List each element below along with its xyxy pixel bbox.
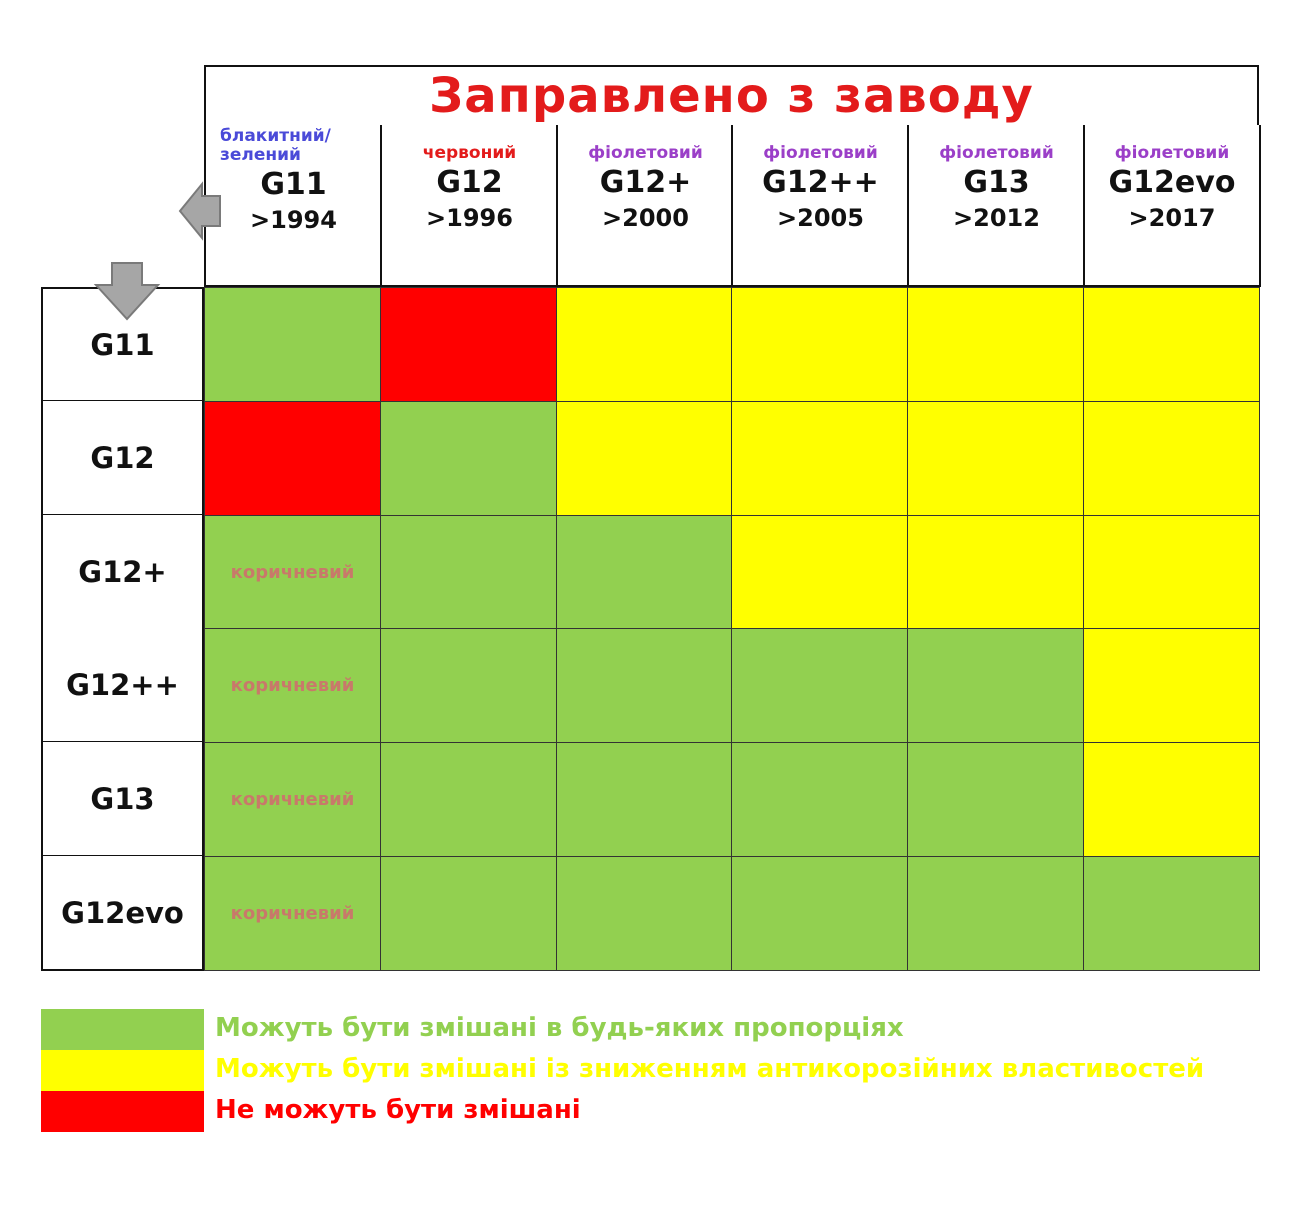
cell-yellow (556, 401, 733, 516)
cell-green (556, 628, 733, 743)
cell-green: коричневий (204, 742, 381, 857)
cell-note-text: коричневий (230, 562, 355, 583)
cell-yellow (1083, 287, 1260, 402)
cell-yellow (1083, 742, 1260, 857)
cell-green (556, 856, 733, 971)
cell-green (380, 628, 557, 743)
column-color-label: фіолетовий (1114, 143, 1230, 163)
column-year: >2000 (602, 204, 689, 232)
cell-yellow (907, 515, 1084, 630)
cell-green (380, 515, 557, 630)
column-color-label: блакитний/ зелений (220, 126, 331, 165)
chart-title-text: Заправлено з заводу (429, 68, 1034, 124)
column-year: >2012 (953, 204, 1040, 232)
cell-green: коричневий (204, 515, 381, 630)
cell-green (204, 287, 381, 402)
column-color-label: фіолетовий (763, 143, 878, 163)
column-year: >2005 (777, 204, 864, 232)
row-header-g12+: G12+ (41, 515, 204, 630)
row-header-g12evo: G12evo (41, 856, 204, 971)
legend-swatch-red (41, 1091, 204, 1132)
cell-green (380, 856, 557, 971)
cell-green (907, 742, 1084, 857)
legend-text-yellow: Можуть бути змішані із зниженням антикор… (215, 1054, 1205, 1084)
column-code: G12+ (599, 165, 692, 200)
cell-note-text: коричневий (230, 903, 355, 924)
cell-green (380, 401, 557, 516)
cell-green (1083, 856, 1260, 971)
cell-green (556, 742, 733, 857)
column-color-label: фіолетовий (588, 143, 703, 163)
cell-yellow (731, 287, 908, 402)
column-header-g12+: фіолетовий G12+ >2000 (556, 125, 733, 287)
legend-text-red: Не можуть бути змішані (215, 1095, 581, 1125)
cell-yellow (731, 515, 908, 630)
column-code: G12++ (762, 165, 879, 200)
column-code: G11 (260, 167, 327, 202)
arrow-left-icon (178, 181, 221, 241)
row-header-g12: G12 (41, 401, 204, 516)
cell-green (907, 628, 1084, 743)
cell-green (731, 628, 908, 743)
column-header-g11: блакитний/ зелений G11 >1994 (204, 125, 381, 287)
column-header-g13: фіолетовий G13 >2012 (907, 125, 1084, 287)
chart-title: Заправлено з заводу (204, 65, 1259, 127)
cell-green (731, 742, 908, 857)
cell-green (380, 742, 557, 857)
column-header-g12: червоний G12 >1996 (380, 125, 557, 287)
cell-yellow (907, 401, 1084, 516)
column-code: G12 (436, 165, 503, 200)
row-header-g12++: G12++ (41, 628, 204, 743)
cell-yellow (907, 287, 1084, 402)
cell-yellow (1083, 401, 1260, 516)
cell-red (380, 287, 557, 402)
column-header-g12evo: фіолетовий G12evo >2017 (1083, 125, 1261, 287)
column-color-label: червоний (422, 143, 517, 163)
column-color-label: фіолетовий (939, 143, 1054, 163)
cell-yellow (1083, 628, 1260, 743)
column-year: >1994 (250, 206, 337, 234)
column-year: >1996 (426, 204, 513, 232)
cell-yellow (731, 401, 908, 516)
cell-green (556, 515, 733, 630)
cell-yellow (1083, 515, 1260, 630)
cell-note-text: коричневий (230, 675, 355, 696)
legend-text-green: Можуть бути змішані в будь-яких пропорці… (215, 1013, 904, 1043)
legend-swatch-green (41, 1009, 204, 1050)
column-year: >2017 (1128, 204, 1216, 232)
column-header-g12++: фіолетовий G12++ >2005 (731, 125, 908, 287)
cell-note-text: коричневий (230, 789, 355, 810)
column-code: G13 (963, 165, 1030, 200)
arrow-down-icon (93, 262, 161, 321)
row-header-g13: G13 (41, 742, 204, 857)
cell-red (204, 401, 381, 516)
cell-green: коричневий (204, 856, 381, 971)
column-code: G12evo (1108, 165, 1236, 200)
cell-green: коричневий (204, 628, 381, 743)
cell-green (731, 856, 908, 971)
legend-swatch-yellow (41, 1050, 204, 1091)
cell-yellow (556, 287, 733, 402)
cell-green (907, 856, 1084, 971)
